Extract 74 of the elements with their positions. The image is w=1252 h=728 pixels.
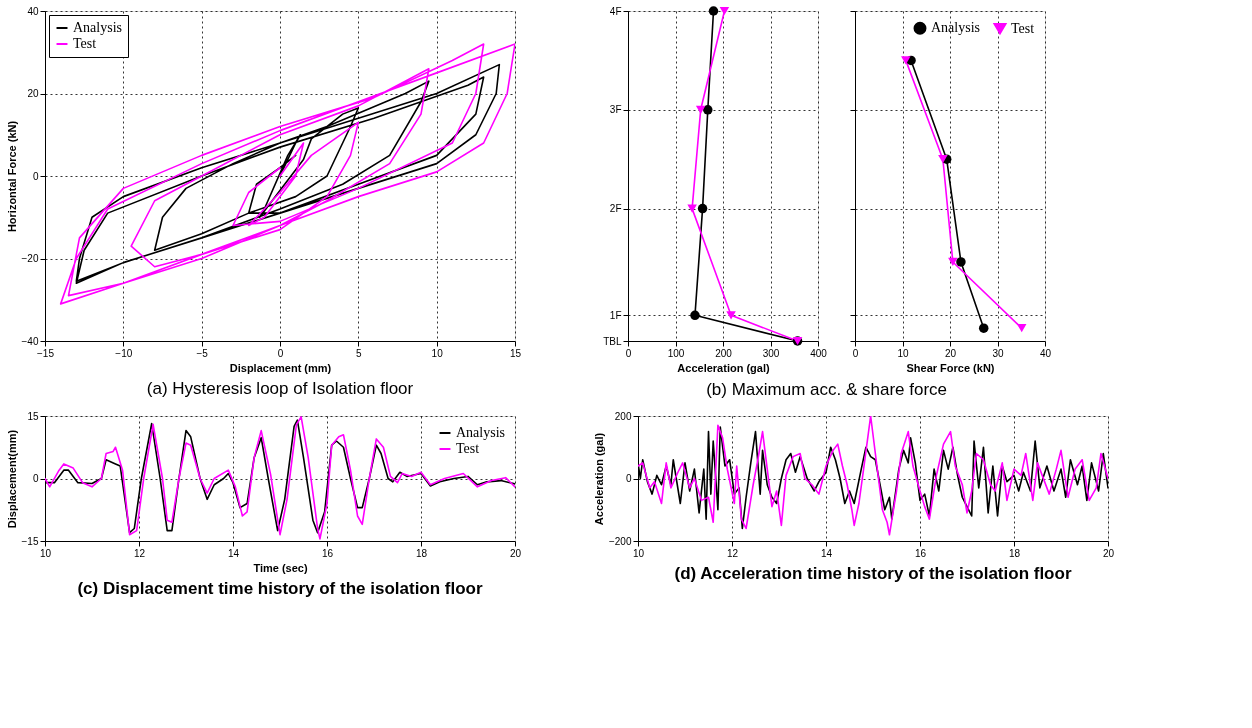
y-tick-label: 3F bbox=[609, 104, 622, 116]
x-tick-label: −10 bbox=[115, 347, 133, 359]
x-tick-label: −5 bbox=[196, 347, 209, 359]
point bbox=[687, 204, 697, 213]
x-tick-label: 16 bbox=[321, 547, 334, 559]
x-axis-title: Displacement (mm) bbox=[229, 361, 332, 374]
x-axis-title: Acceleration (gal) bbox=[677, 361, 770, 374]
x-tick-label: 20 bbox=[509, 547, 522, 559]
point bbox=[901, 56, 911, 65]
y-tick-label: −40 bbox=[21, 335, 39, 347]
text: (a) Hysteresis loop of Isolation floor bbox=[146, 379, 414, 398]
y-tick-label: 0 bbox=[32, 170, 39, 182]
legend-label: Test bbox=[456, 441, 480, 456]
y-tick-label: 4F bbox=[609, 5, 622, 17]
point bbox=[978, 323, 989, 333]
x-tick-label: 20 bbox=[944, 347, 957, 359]
x-tick-label: 12 bbox=[726, 547, 739, 559]
x-tick-label: 10 bbox=[897, 347, 909, 359]
x-tick-label: 14 bbox=[227, 547, 240, 559]
point bbox=[697, 203, 708, 214]
x-tick-label: 10 bbox=[39, 547, 52, 559]
x-tick-label: 100 bbox=[667, 347, 685, 359]
point bbox=[938, 155, 948, 164]
x-tick-label: 400 bbox=[810, 347, 828, 359]
point bbox=[708, 6, 719, 16]
x-axis-title: Shear Force (kN) bbox=[906, 361, 995, 374]
point bbox=[726, 311, 736, 320]
x-tick-label: 12 bbox=[133, 547, 146, 559]
x-tick-label: 300 bbox=[762, 347, 780, 359]
point bbox=[695, 105, 706, 114]
text: (b) Maximum acc. & share force bbox=[706, 379, 948, 399]
y-tick-label: 20 bbox=[27, 88, 39, 99]
point bbox=[690, 310, 700, 321]
x-tick-label: 18 bbox=[415, 547, 428, 559]
legend-label: Analysis bbox=[73, 20, 122, 35]
y-tick-label: 40 bbox=[27, 5, 39, 17]
y-tick-label: 15 bbox=[27, 410, 39, 422]
x-tick-label: 0 bbox=[277, 347, 284, 359]
y-tick-label: −200 bbox=[608, 535, 632, 547]
y-tick-label: 2F bbox=[609, 203, 622, 215]
legend-label: Analysis bbox=[456, 425, 505, 440]
x-tick-label: 15 bbox=[509, 347, 522, 359]
legend-label: Analysis bbox=[931, 20, 980, 36]
text: (c) Displacement time history of the isolation floor bbox=[77, 579, 483, 598]
x-tick-label: 30 bbox=[992, 347, 1004, 359]
x-tick-label: 0 bbox=[852, 347, 859, 359]
y-axis-title: Displacement(mm) bbox=[5, 429, 18, 529]
x-tick-label: 16 bbox=[914, 547, 927, 559]
y-tick-label: −20 bbox=[21, 253, 39, 264]
legend-label: Test bbox=[1011, 20, 1035, 36]
y-axis-title: Horizontal Force (kN) bbox=[5, 120, 18, 233]
text: (d) Acceleration time history of the isolation floor bbox=[674, 564, 1072, 583]
point bbox=[703, 105, 713, 115]
x-tick-label: 5 bbox=[356, 347, 363, 359]
y-tick-label: 1F bbox=[609, 309, 622, 321]
y-tick-label: 200 bbox=[614, 410, 632, 422]
x-axis-title: Time (sec) bbox=[253, 561, 308, 574]
y-tick-label: 0 bbox=[32, 473, 39, 484]
x-tick-label: 200 bbox=[715, 347, 733, 359]
x-tick-label: 40 bbox=[1039, 347, 1052, 359]
y-axis-title: Acceleration (gal) bbox=[592, 432, 605, 526]
point bbox=[1016, 324, 1027, 333]
y-tick-label: −15 bbox=[21, 535, 39, 547]
point bbox=[719, 6, 730, 16]
x-tick-label: 14 bbox=[820, 547, 833, 559]
y-tick-label: 0 bbox=[625, 473, 632, 484]
x-tick-label: 20 bbox=[1102, 547, 1115, 559]
point bbox=[956, 257, 966, 267]
x-tick-label: 10 bbox=[632, 547, 645, 559]
x-tick-label: 18 bbox=[1008, 547, 1021, 559]
x-tick-label: 10 bbox=[431, 347, 444, 359]
legend-label: Test bbox=[73, 36, 97, 51]
y-tick-label: TBL bbox=[603, 335, 622, 347]
point bbox=[948, 257, 958, 267]
